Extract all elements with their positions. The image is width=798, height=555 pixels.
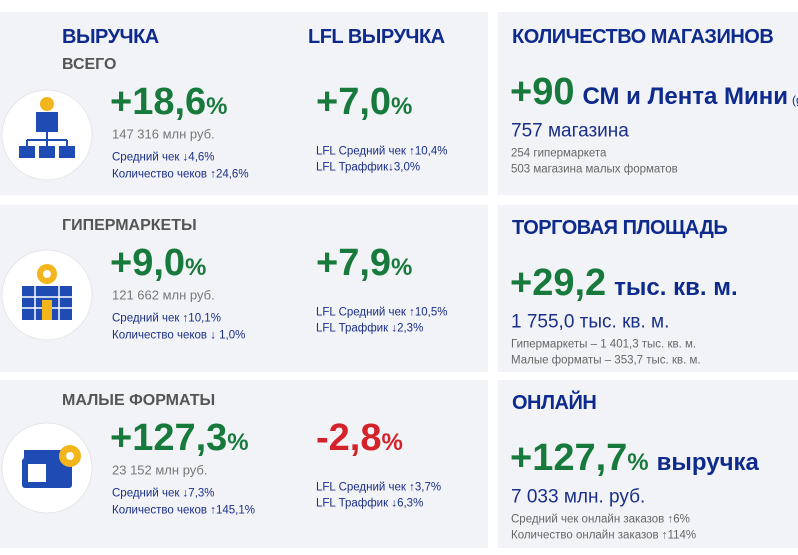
lfl-revenue-value: -2,8 — [316, 417, 382, 459]
revenue-value: +127,3 — [110, 417, 228, 459]
avg-check: Средний чек ↓4,6% — [112, 151, 215, 164]
kpi-total: 757 магазина — [511, 120, 629, 142]
revenue-unit: % — [206, 93, 228, 120]
section-label: МАЛЫЕ ФОРМАТЫ — [62, 392, 216, 409]
lfl-traffic: LFL Траффик↓3,0% — [316, 161, 421, 174]
kpi-note-small: (gross) — [792, 93, 798, 107]
header-lfl: LFL ВЫРУЧКА — [308, 26, 445, 48]
kpi-detail: 254 гипермаркета — [511, 147, 607, 160]
kpi-note: выручка — [656, 449, 759, 476]
lfl-revenue-unit: % — [381, 429, 403, 456]
kpi-title: ТОРГОВАЯ ПЛОЩАДЬ — [512, 217, 728, 239]
icon-small — [1, 422, 93, 514]
kpi-value: +29,2 тыс. кв. м. — [510, 264, 738, 302]
avg-check: Средний чек ↓7,3% — [112, 487, 215, 500]
panel — [498, 205, 798, 372]
kpi-total: 1 755,0 тыс. кв. м. — [511, 311, 670, 333]
kpi-value: +90 СМ и Лента Мини(gross) — [510, 73, 798, 111]
lfl-revenue-value: +7,0 — [316, 81, 392, 123]
kpi-note: тыс. кв. м. — [614, 274, 738, 301]
kpi-detail: Гипермаркеты – 1 401,3 тыс. кв. м. — [511, 338, 697, 351]
kpi-unit: % — [627, 449, 649, 476]
revenue: +127,3% — [110, 419, 249, 457]
panel — [498, 12, 798, 195]
lfl-revenue: +7,0% — [316, 83, 412, 121]
kpi-detail: Количество онлайн заказов ↑114% — [511, 529, 697, 542]
revenue-value: +18,6 — [110, 81, 207, 123]
revenue: +9,0% — [110, 244, 206, 282]
checks: Количество чеков ↓ 1,0% — [112, 329, 246, 342]
lfl-revenue-value: +7,9 — [316, 242, 392, 284]
lfl-revenue-unit: % — [391, 93, 413, 120]
panel — [498, 380, 798, 548]
revenue-unit: % — [185, 254, 207, 281]
kpi-number: +127,7 — [510, 437, 628, 479]
amount: 121 662 млн руб. — [112, 287, 215, 303]
lfl-avg-check: LFL Средний чек ↑10,5% — [316, 306, 448, 319]
header-revenue: ВЫРУЧКА — [62, 26, 159, 48]
amount: 23 152 млн руб. — [112, 462, 208, 478]
kpi-note: СМ и Лента Мини — [582, 83, 789, 110]
lfl-avg-check: LFL Средний чек ↑10,4% — [316, 145, 448, 158]
kpi-value: +127,7% выручка — [510, 439, 759, 477]
kpi-detail: 503 магазина малых форматов — [511, 163, 678, 176]
kpi-title: ОНЛАЙН — [512, 392, 597, 414]
kpi-number: +29,2 — [510, 262, 607, 304]
icons — [1, 89, 93, 514]
kpi-detail: Малые форматы – 353,7 тыс. кв. м. — [511, 354, 701, 367]
amount: 147 316 млн руб. — [112, 126, 215, 142]
section-label: ГИПЕРМАРКЕТЫ — [62, 217, 197, 234]
lfl-revenue: -2,8% — [316, 419, 403, 457]
kpi-detail: Средний чек онлайн заказов ↑6% — [511, 513, 690, 526]
revenue-unit: % — [227, 429, 249, 456]
section-label: ВСЕГО — [62, 56, 117, 73]
checks: Количество чеков ↑24,6% — [112, 168, 249, 181]
avg-check: Средний чек ↑10,1% — [112, 312, 221, 325]
lfl-revenue: +7,9% — [316, 244, 412, 282]
icon-hyper — [1, 249, 93, 341]
lfl-revenue-unit: % — [391, 254, 413, 281]
kpi-title: КОЛИЧЕСТВО МАГАЗИНОВ — [512, 26, 774, 48]
lfl-traffic: LFL Траффик ↓6,3% — [316, 497, 424, 510]
lfl-avg-check: LFL Средний чек ↑3,7% — [316, 481, 442, 494]
kpi-total: 7 033 млн. руб. — [511, 486, 646, 508]
revenue: +18,6% — [110, 83, 228, 121]
checks: Количество чеков ↑145,1% — [112, 504, 255, 517]
lfl-traffic: LFL Траффик ↓2,3% — [316, 322, 424, 335]
revenue-value: +9,0 — [110, 242, 186, 284]
icon-total — [1, 89, 93, 181]
kpi-number: +90 — [510, 71, 575, 113]
